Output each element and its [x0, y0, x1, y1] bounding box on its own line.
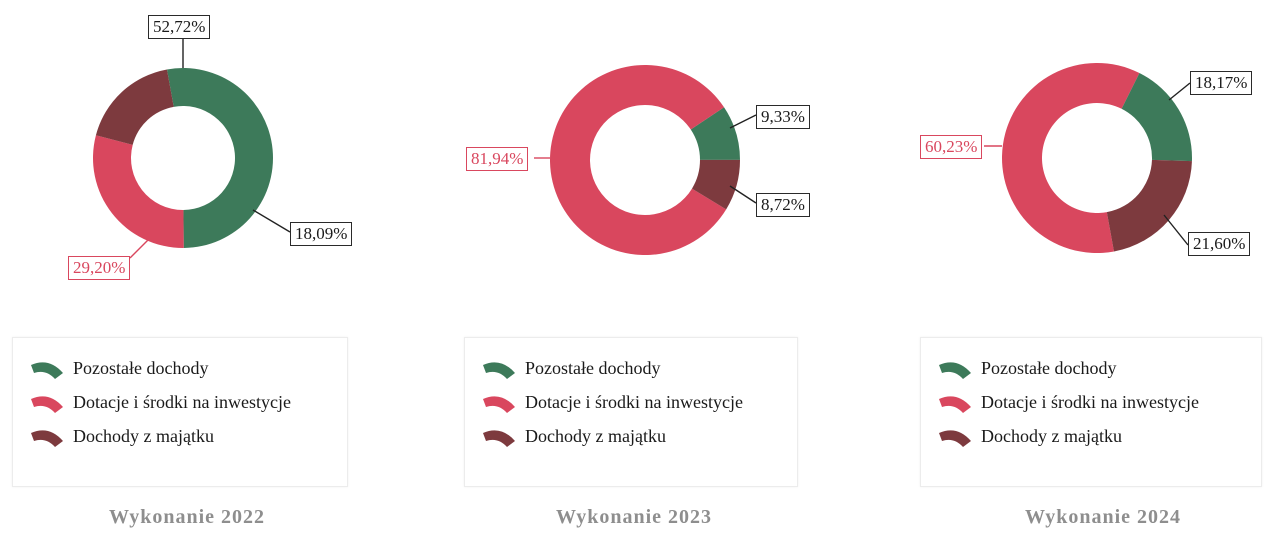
slice-2024-0	[1121, 72, 1192, 162]
leader-line-2022-2	[252, 209, 291, 233]
legend-label: Dotacje i środki na inwestycje	[73, 392, 291, 412]
leader-line-2024-2	[1163, 214, 1189, 246]
legend-2022: Pozostałe dochody Dotacje i środki na inw…	[12, 337, 348, 487]
legend-label: Dotacje i środki na inwestycje	[981, 392, 1199, 412]
arc-segment-icon	[483, 430, 515, 447]
legend-item-2022-0: Pozostałe dochody	[29, 356, 208, 380]
legend-item-2023-1: Dotacje i środki na inwestycje	[481, 390, 743, 414]
slice-2022-0	[166, 68, 273, 248]
donut-chart-2023	[534, 65, 757, 256]
slice-2023-0	[690, 107, 740, 160]
arc-segment-icon	[31, 430, 63, 447]
legend-label: Pozostałe dochody	[73, 358, 209, 378]
leader-line-2023-2	[729, 185, 757, 204]
legend-label: Dotacje i środki na inwestycje	[525, 392, 743, 412]
data-label-2023-1: 81,94%	[466, 147, 529, 171]
slice-2022-1	[92, 135, 184, 249]
arc-segment-icon	[483, 362, 515, 379]
legend-item-2023-0: Pozostałe dochody	[481, 356, 660, 380]
legend-item-2022-1: Dotacje i środki na inwestycje	[29, 390, 291, 414]
data-label-2022-0: 52,72%	[148, 15, 211, 39]
chart-panel-2024: Pozostałe dochody Dotacje i środki na inw…	[864, 0, 1264, 533]
slice-2024-2	[1106, 159, 1192, 252]
legend-label: Dochody z majątku	[73, 426, 214, 446]
chart-title-2023: Wykonanie 2023	[555, 506, 713, 528]
data-label-2022-1: 29,20%	[68, 256, 131, 280]
legend-2024: Pozostałe dochody Dotacje i środki na inw…	[920, 337, 1262, 487]
data-label-2023-2: 8,72%	[756, 193, 810, 217]
data-label-2024-0: 18,17%	[1190, 71, 1253, 95]
donut-chart-2022	[92, 38, 291, 259]
chart-panel-2023: Pozostałe dochody Dotacje i środki na inw…	[430, 0, 830, 533]
slice-2024-1	[1002, 63, 1140, 253]
arc-segment-icon	[483, 396, 515, 413]
arc-segment-icon	[31, 362, 63, 379]
data-label-2024-1: 60,23%	[920, 135, 983, 159]
slice-2023-2	[691, 159, 740, 210]
legend-label: Pozostałe dochody	[525, 358, 661, 378]
chart-title-2024: Wykonanie 2024	[1024, 506, 1182, 528]
leader-line-2023-0	[729, 114, 757, 129]
legend-item-2024-0: Pozostałe dochody	[937, 356, 1116, 380]
data-label-2022-2: 18,09%	[290, 222, 353, 246]
legend-label: Dochody z majątku	[981, 426, 1122, 446]
legend-item-2024-2: Dochody z majątku	[937, 424, 1122, 448]
legend-item-2023-2: Dochody z majątku	[481, 424, 666, 448]
data-label-2023-0: 9,33%	[756, 105, 810, 129]
chart-title-2022: Wykonanie 2022	[108, 506, 266, 528]
slice-2022-2	[95, 69, 174, 145]
arc-segment-icon	[939, 362, 971, 379]
legend-2023: Pozostałe dochody Dotacje i środki na inw…	[464, 337, 798, 487]
arc-segment-icon	[939, 430, 971, 447]
legend-item-2022-2: Dochody z majątku	[29, 424, 214, 448]
arc-segment-icon	[31, 396, 63, 413]
leader-line-2022-1	[129, 239, 149, 259]
legend-label: Pozostałe dochody	[981, 358, 1117, 378]
data-label-2024-2: 21,60%	[1188, 232, 1251, 256]
chart-panel-2022: Pozostałe dochody Dotacje i środki na inw…	[0, 0, 400, 533]
legend-item-2024-1: Dotacje i środki na inwestycje	[937, 390, 1199, 414]
legend-label: Dochody z majątku	[525, 426, 666, 446]
leader-line-2024-0	[1168, 82, 1191, 101]
arc-segment-icon	[939, 396, 971, 413]
slice-2023-1	[550, 65, 727, 256]
donut-chart-2024	[984, 63, 1192, 253]
